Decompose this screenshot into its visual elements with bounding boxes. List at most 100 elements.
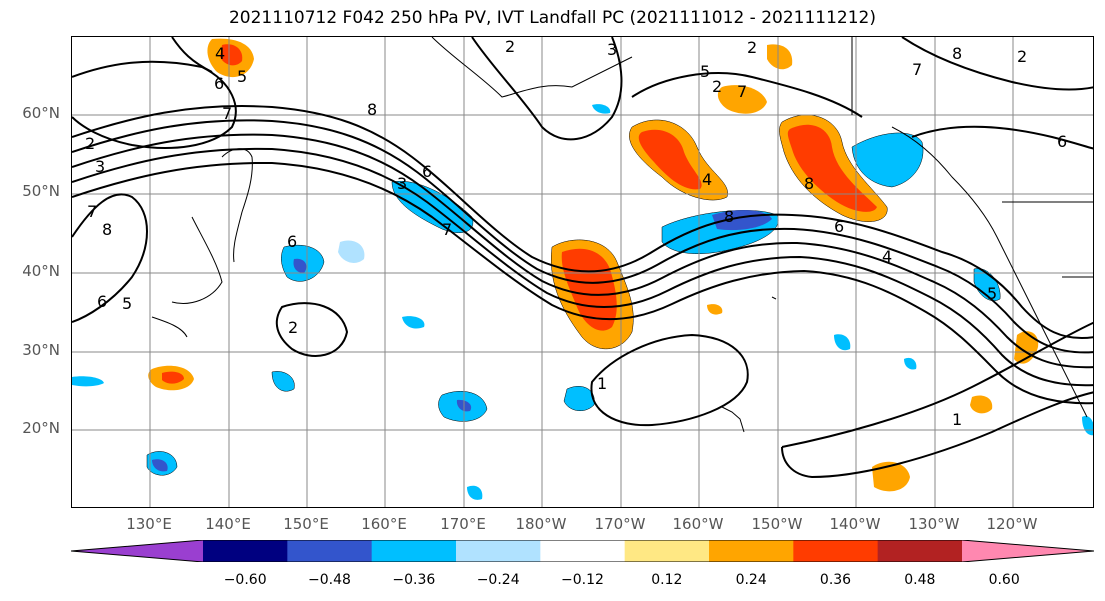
positive-anomaly bbox=[767, 44, 793, 70]
lon-label: 140°E bbox=[205, 515, 251, 533]
colorbar-segment bbox=[203, 540, 288, 562]
negative-anomaly bbox=[72, 376, 104, 387]
contour-label: 1 bbox=[952, 410, 962, 429]
lon-label: 170°E bbox=[440, 515, 486, 533]
contour-label: 6 bbox=[1057, 132, 1067, 151]
contour-lines bbox=[72, 37, 1093, 479]
positive-anomaly bbox=[638, 129, 702, 190]
positive-anomaly bbox=[717, 85, 767, 114]
colorbar-tick-label: −0.60 bbox=[223, 572, 267, 588]
negative-anomaly bbox=[834, 334, 851, 351]
contour-label: 8 bbox=[724, 207, 734, 226]
contour-label: 8 bbox=[804, 174, 814, 193]
positive-anomaly bbox=[220, 44, 243, 66]
contour-label: 3 bbox=[397, 174, 407, 193]
lat-label: 20°N bbox=[22, 419, 60, 437]
lat-label: 40°N bbox=[22, 262, 60, 280]
lon-label: 120°W bbox=[986, 515, 1038, 533]
lon-label: 170°W bbox=[594, 515, 646, 533]
negative-anomaly bbox=[293, 258, 307, 273]
contour-label: 7 bbox=[222, 104, 232, 123]
contour-label: 4 bbox=[882, 247, 892, 266]
colorbar-tick-label: 0.24 bbox=[735, 572, 767, 588]
lat-label: 60°N bbox=[22, 104, 60, 122]
contour-label: 7 bbox=[912, 60, 922, 79]
negative-anomaly bbox=[467, 485, 483, 500]
positive-anomaly bbox=[872, 461, 910, 492]
contour-label: 6 bbox=[214, 74, 224, 93]
negative-anomaly bbox=[152, 459, 168, 472]
colorbar-segment bbox=[793, 540, 879, 562]
colorbar-tick-label: 0.48 bbox=[904, 572, 936, 588]
colorbar bbox=[70, 539, 1095, 563]
colorbar-segment bbox=[456, 540, 541, 562]
lat-label: 30°N bbox=[22, 341, 60, 359]
map-canvas: 4 5 6 7 2 3 7 2 8 6 8 3 2 2 5 7 4 8 8 7 … bbox=[72, 37, 1093, 507]
positive-anomaly bbox=[707, 304, 723, 315]
colorbar-extend-min bbox=[71, 540, 203, 562]
contour-label: 3 bbox=[607, 40, 617, 59]
contour-label: 8 bbox=[102, 220, 112, 239]
contour-label: 2 bbox=[712, 77, 722, 96]
colorbar-segment bbox=[540, 540, 626, 562]
contour-label: 5 bbox=[987, 284, 997, 303]
contour-label: 3 bbox=[95, 157, 105, 176]
contour-label: 7 bbox=[737, 82, 747, 101]
colorbar-segment bbox=[709, 540, 794, 562]
lon-label: 130°E bbox=[126, 515, 172, 533]
colorbar-tick-label: −0.36 bbox=[392, 572, 436, 588]
colorbar-tick-label: −0.24 bbox=[476, 572, 520, 588]
positive-anomaly bbox=[561, 248, 617, 331]
contour-label: 2 bbox=[1017, 47, 1027, 66]
lon-label: 150°W bbox=[751, 515, 803, 533]
contour-label: 8 bbox=[367, 100, 377, 119]
negative-anomaly bbox=[563, 386, 595, 412]
negative-anomaly bbox=[271, 371, 295, 392]
lon-label: 160°W bbox=[672, 515, 724, 533]
negative-anomaly bbox=[402, 316, 425, 329]
contour-label: 6 bbox=[834, 217, 844, 236]
contour-label-layer: 4 5 6 7 2 3 7 2 8 6 8 3 2 2 5 7 4 8 8 7 … bbox=[85, 37, 1067, 429]
lon-label: 180°W bbox=[515, 515, 567, 533]
contour-label: 8 bbox=[952, 44, 962, 63]
contour-label: 2 bbox=[747, 38, 757, 57]
colorbar-tick-label: −0.48 bbox=[308, 572, 351, 588]
negative-anomaly bbox=[338, 240, 365, 263]
colorbar-tick-label: 0.12 bbox=[651, 572, 683, 588]
contour-label: 2 bbox=[505, 37, 515, 56]
graticule bbox=[72, 37, 1093, 507]
contour-label: 7 bbox=[87, 202, 97, 221]
lon-label: 150°E bbox=[283, 515, 329, 533]
contour-label: 7 bbox=[442, 220, 452, 239]
lon-label: 130°W bbox=[908, 515, 960, 533]
contour-label: 5 bbox=[122, 294, 132, 313]
contour-label: 4 bbox=[215, 44, 225, 63]
colorbar-segment bbox=[371, 540, 457, 562]
lat-label: 50°N bbox=[22, 182, 60, 200]
colorbar-segment bbox=[287, 540, 373, 562]
colorbar-extend-max bbox=[962, 540, 1094, 562]
contour-label: 2 bbox=[85, 134, 95, 153]
colorbar-tick-label: 0.60 bbox=[988, 572, 1020, 588]
negative-anomaly bbox=[592, 104, 611, 114]
contour-label: 2 bbox=[288, 318, 298, 337]
contour-label: 5 bbox=[700, 62, 710, 81]
positive-anomaly bbox=[970, 395, 993, 414]
positive-anomaly bbox=[787, 124, 877, 212]
colorbar-svg bbox=[70, 539, 1095, 563]
lon-label: 160°E bbox=[361, 515, 407, 533]
contour-label: 4 bbox=[702, 170, 712, 189]
negative-anomaly bbox=[851, 132, 924, 188]
lon-label: 140°W bbox=[829, 515, 881, 533]
contour-label: 1 bbox=[597, 374, 607, 393]
negative-anomaly bbox=[904, 357, 917, 370]
colorbar-segment bbox=[877, 540, 963, 562]
contour-label: 5 bbox=[237, 67, 247, 86]
negative-anomaly bbox=[1082, 416, 1093, 436]
contour-label: 6 bbox=[97, 292, 107, 311]
colorbar-tick-label: −0.12 bbox=[561, 572, 604, 588]
colorbar-segment bbox=[624, 540, 710, 562]
contour-label: 6 bbox=[422, 162, 432, 181]
chart-title: 2021110712 F042 250 hPa PV, IVT Landfall… bbox=[228, 8, 876, 28]
colorbar-tick-label: 0.36 bbox=[819, 572, 852, 588]
